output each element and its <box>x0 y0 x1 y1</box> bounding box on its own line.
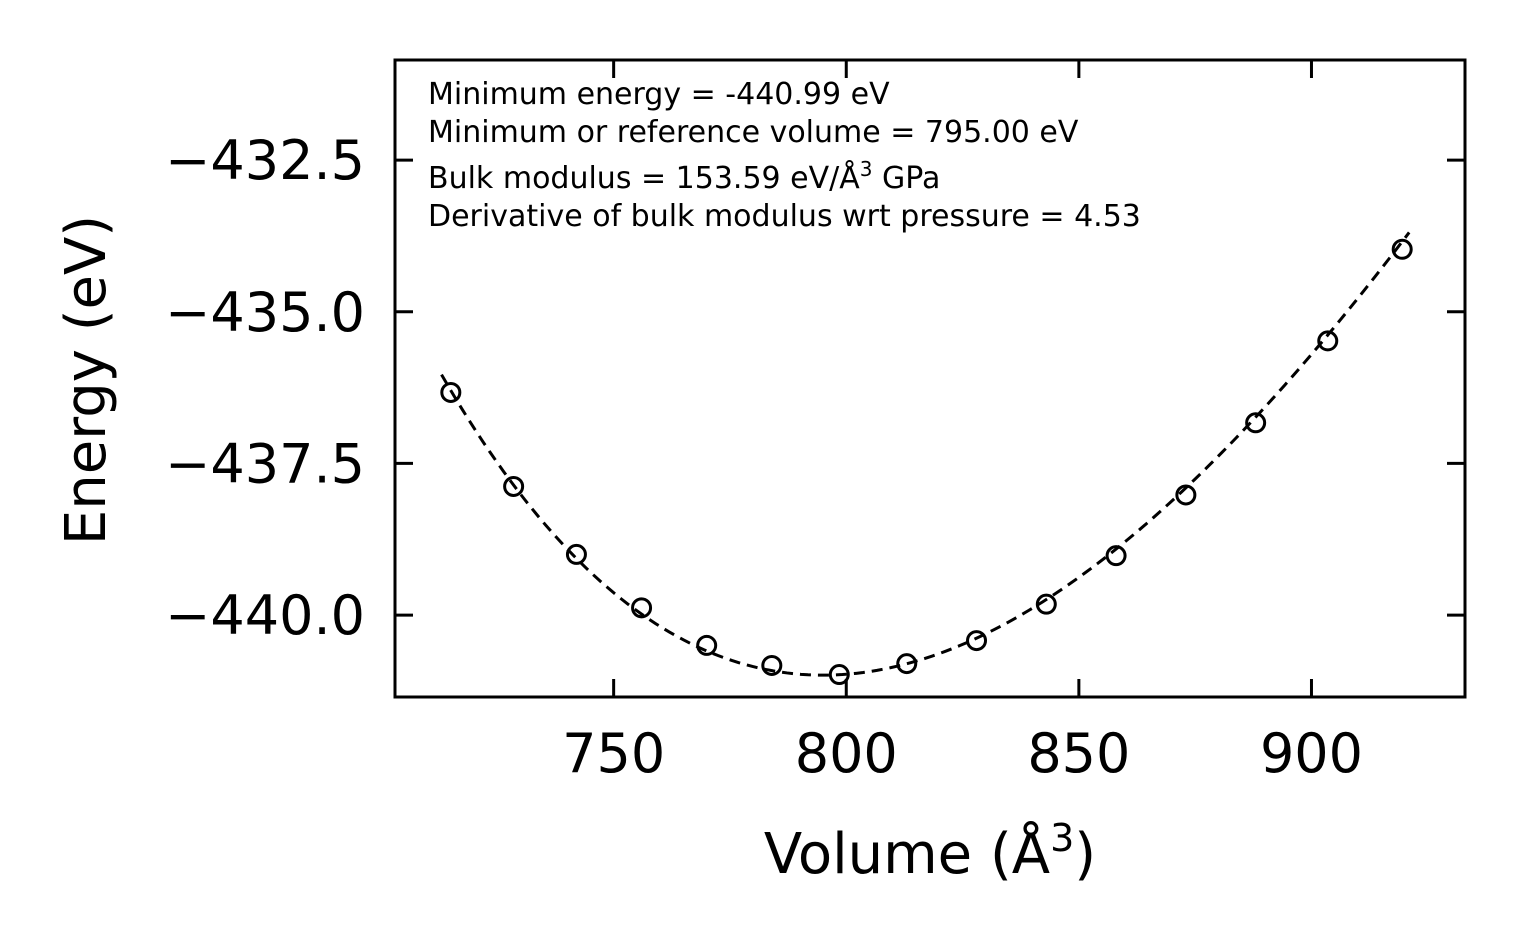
data-point <box>1175 484 1197 506</box>
annotation-bulk-modulus: Bulk modulus = 153.59 eV/Å3 GPa <box>428 157 940 196</box>
data-point <box>1317 330 1339 352</box>
x-tick-label: 850 <box>1027 722 1130 785</box>
y-tick-label: −440.0 <box>165 584 365 647</box>
y-tick-label: −437.5 <box>165 432 365 495</box>
x-tick-label: 800 <box>795 722 898 785</box>
data-point <box>565 543 587 565</box>
data-points-layer <box>440 238 1413 686</box>
x-tick-label: 900 <box>1260 722 1363 785</box>
data-point <box>761 654 783 676</box>
data-point <box>1035 593 1057 615</box>
ticks-layer: 750 800 850 900 −432.5 −435.0 −437.5 −440.0 <box>165 60 1465 785</box>
data-point <box>631 597 653 619</box>
data-point <box>896 653 918 675</box>
x-tick-label: 750 <box>562 722 665 785</box>
data-point <box>503 475 525 497</box>
y-axis-label: Energy (eV) <box>54 215 119 545</box>
y-tick-label: −435.0 <box>165 281 365 344</box>
x-axis-label-close: ) <box>1074 822 1096 887</box>
data-point <box>1391 238 1413 260</box>
annotation-bulk-modulus-sup: 3 <box>860 157 873 181</box>
x-axis-label-main: Volume (Å <box>764 821 1050 887</box>
data-point <box>1105 545 1127 567</box>
annotation-bulk-modulus-derivative: Derivative of bulk modulus wrt pressure … <box>428 199 1141 234</box>
data-point <box>440 381 462 403</box>
annotation-min-energy: Minimum energy = -440.99 eV <box>428 77 890 112</box>
data-point <box>966 630 988 652</box>
plot-frame <box>393 58 1467 699</box>
plot-background <box>395 60 1465 697</box>
x-axis-label: Volume (Å3) <box>764 816 1096 887</box>
data-point <box>696 634 718 656</box>
data-point <box>828 664 850 686</box>
data-point <box>1245 412 1267 434</box>
annotation-min-volume: Minimum or reference volume = 795.00 eV <box>428 115 1079 150</box>
annotation-bulk-modulus-main: Bulk modulus = 153.59 eV/Å <box>428 160 860 196</box>
x-axis-label-sup: 3 <box>1050 816 1074 860</box>
annotation-bulk-modulus-unit: GPa <box>873 161 941 196</box>
y-tick-label: −432.5 <box>165 129 365 192</box>
